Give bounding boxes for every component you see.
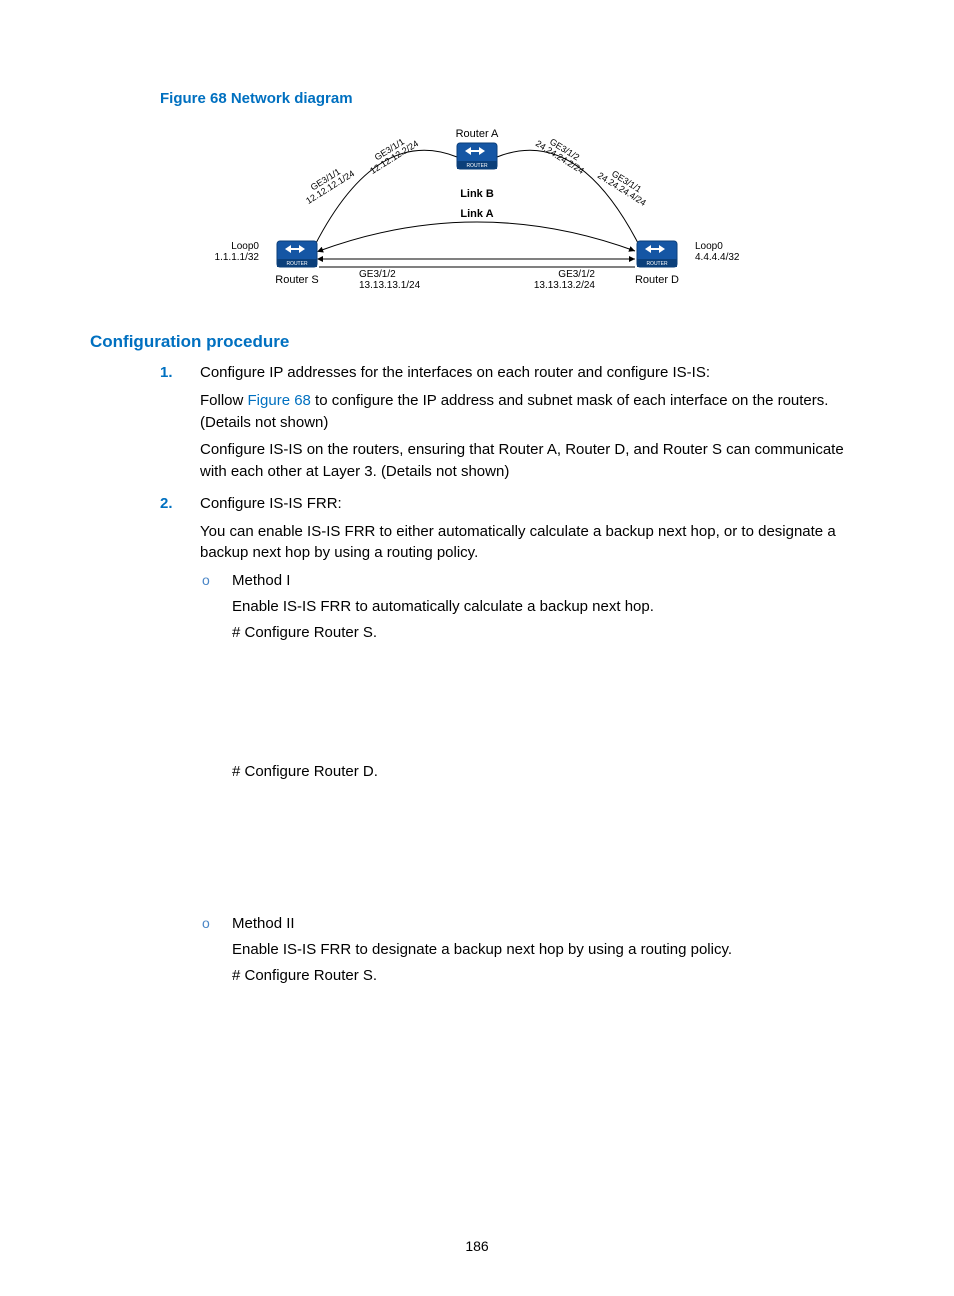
svg-text:ROUTER: ROUTER: [286, 261, 308, 267]
paragraph: Configure IS-IS on the routers, ensuring…: [200, 439, 864, 483]
method-item: Method I Enable IS-IS FRR to automaticall…: [200, 570, 864, 907]
svg-text:Router S: Router S: [275, 274, 318, 286]
svg-text:Link B: Link B: [460, 188, 494, 200]
paragraph: You can enable IS-IS FRR to either autom…: [200, 521, 864, 565]
page-number: 186: [0, 1238, 954, 1254]
step: 2. Configure IS-IS FRR: You can enable IS-…: [160, 493, 864, 987]
svg-text:Link A: Link A: [460, 208, 493, 220]
svg-text:GE3/1/2: GE3/1/2: [558, 269, 595, 280]
paragraph: Follow Figure 68 to configure the IP add…: [200, 390, 864, 434]
router-A: ROUTER: [457, 143, 497, 169]
method-line: Enable IS-IS FRR to automatically calcul…: [232, 596, 864, 618]
method-line: # Configure Router S.: [232, 622, 864, 644]
method-line: # Configure Router S.: [232, 965, 864, 987]
method-item: Method II Enable IS-IS FRR to designate a…: [200, 913, 864, 986]
step-title: Configure IP addresses for the interface…: [200, 362, 864, 384]
svg-text:Router A: Router A: [456, 128, 499, 140]
step-number: 2.: [160, 493, 173, 515]
router-D: ROUTER: [637, 241, 677, 267]
figure-title: Figure 68 Network diagram: [160, 90, 864, 107]
procedure-list: 1. Configure IP addresses for the interfa…: [160, 362, 864, 986]
svg-text:13.13.13.1/24: 13.13.13.1/24: [359, 280, 421, 291]
router-S: ROUTER: [277, 241, 317, 267]
svg-text:Router D: Router D: [635, 274, 679, 286]
svg-text:4.4.4.4/32: 4.4.4.4/32: [695, 252, 740, 263]
step-number: 1.: [160, 362, 173, 384]
page: Figure 68 Network diagram Link B Link A GE…: [0, 0, 954, 1296]
network-diagram: Link BLink AGE3/1/112.12.12.1/24GE3/1/11…: [197, 113, 757, 308]
figure-link[interactable]: Figure 68: [248, 392, 311, 409]
section-heading: Configuration procedure: [90, 332, 864, 352]
svg-text:ROUTER: ROUTER: [466, 163, 488, 169]
svg-text:1.1.1.1/32: 1.1.1.1/32: [215, 252, 260, 263]
method-name: Method II: [232, 913, 864, 935]
spacer: [232, 787, 864, 907]
spacer: [232, 647, 864, 757]
svg-text:ROUTER: ROUTER: [646, 261, 668, 267]
svg-text:Loop0: Loop0: [695, 241, 723, 252]
method-list: Method I Enable IS-IS FRR to automaticall…: [200, 570, 864, 986]
step: 1. Configure IP addresses for the interfa…: [160, 362, 864, 483]
method-line: # Configure Router D.: [232, 761, 864, 783]
svg-text:GE3/1/2: GE3/1/2: [359, 269, 396, 280]
method-line: Enable IS-IS FRR to designate a backup n…: [232, 939, 864, 961]
method-name: Method I: [232, 570, 864, 592]
step-title: Configure IS-IS FRR:: [200, 493, 864, 515]
svg-text:13.13.13.2/24: 13.13.13.2/24: [534, 280, 596, 291]
svg-text:Loop0: Loop0: [231, 241, 259, 252]
